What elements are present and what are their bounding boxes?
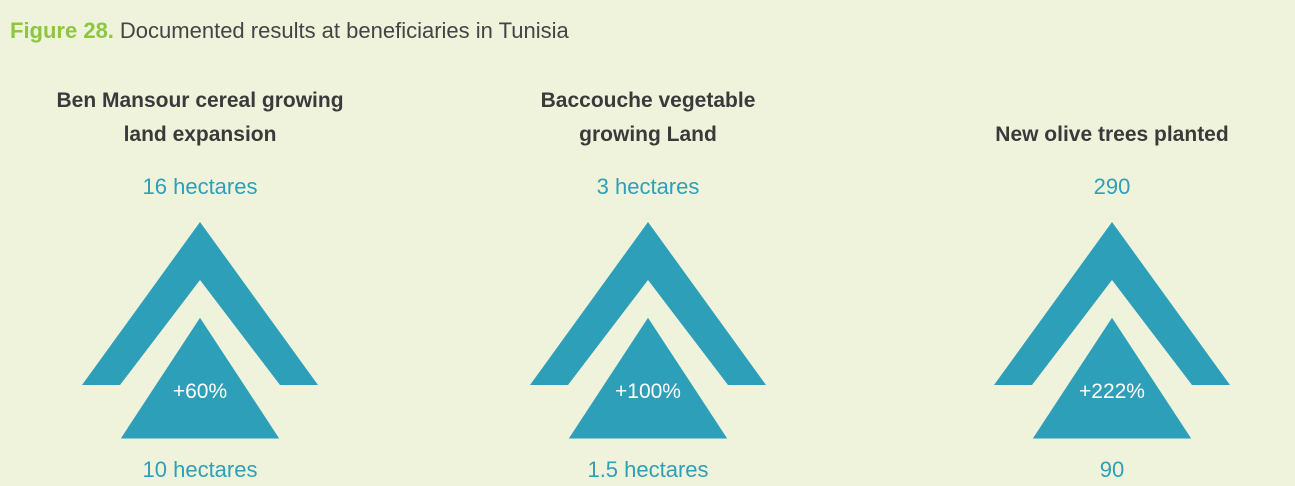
figure-title: Documented results at beneficiaries in T…	[119, 18, 569, 43]
chevron	[530, 222, 766, 385]
panel-title: Baccouche vegetable growing Land	[540, 89, 756, 146]
triangle	[1027, 312, 1197, 442]
after-value: 290	[1093, 174, 1131, 199]
change-label: +100%	[615, 380, 681, 403]
chevron	[82, 222, 318, 385]
panel-title: New olive trees planted	[995, 123, 1229, 146]
before-value: 1.5 hectares	[587, 457, 709, 482]
triangle	[115, 312, 285, 442]
panel-title: Ben Mansour cereal growing land expansio…	[56, 89, 344, 146]
figure-label: Figure 28.	[10, 18, 114, 43]
before-value: 10 hectares	[142, 457, 258, 482]
before-value: 90	[1099, 457, 1125, 482]
figure-heading: Figure 28. Documented results at benefici…	[10, 18, 569, 44]
after-value: 3 hectares	[596, 174, 700, 199]
change-label: +222%	[1079, 380, 1145, 403]
chevron	[994, 222, 1230, 385]
change-label: +60%	[172, 380, 228, 403]
after-value: 16 hectares	[142, 174, 258, 199]
triangle	[563, 312, 733, 442]
